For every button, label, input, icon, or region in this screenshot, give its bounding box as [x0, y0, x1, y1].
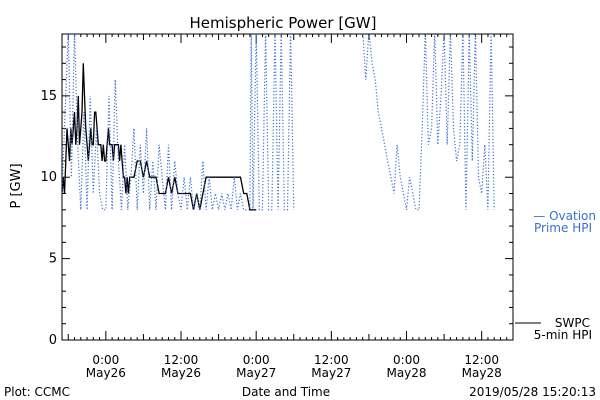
x-tick-date-label: May28	[462, 366, 502, 380]
x-tick-time-label: 12:00	[464, 353, 499, 367]
y-tick-label: 5	[49, 252, 57, 267]
x-tick-time-label: 0:00	[92, 353, 119, 367]
x-axis: 0:00May2612:00May260:00May2712:00May270:…	[61, 34, 514, 380]
series-ovation-line	[362, 34, 495, 211]
y-axis: 0 5 10 15	[40, 46, 513, 348]
series-ovation-line	[62, 34, 295, 211]
x-tick-time-label: 0:00	[393, 353, 420, 367]
x-tick-date-label: May26	[86, 366, 126, 380]
x-tick-time-label: 0:00	[243, 353, 270, 367]
y-tick-label: 10	[40, 170, 57, 185]
x-tick-date-label: May27	[311, 366, 351, 380]
footer-plot-source: Plot: CCMC	[4, 385, 70, 399]
x-tick-date-label: May28	[386, 366, 426, 380]
footer-x-axis-title: Date and Time	[242, 385, 330, 399]
footer-timestamp: 2019/05/28 15:20:13	[469, 385, 596, 399]
x-tick-time-label: 12:00	[314, 353, 349, 367]
x-tick-time-label: 12:00	[164, 353, 199, 367]
y-axis-label: P [GW]	[9, 163, 24, 208]
series-layer	[62, 34, 495, 211]
x-tick-date-label: May27	[236, 366, 276, 380]
y-tick-label: 15	[40, 89, 57, 104]
series-swpc-line	[62, 63, 257, 211]
legend-swpc-line2: 5-min HPI	[534, 328, 592, 342]
legend-ovation-line2: Prime HPI	[534, 221, 592, 235]
y-tick-label: 0	[49, 333, 57, 348]
legend-swpc-line1: SWPC	[555, 316, 590, 330]
x-tick-date-label: May26	[161, 366, 201, 380]
legend-ovation-line1: — Ovation	[533, 209, 596, 223]
chart-title: Hemispheric Power [GW]	[190, 14, 377, 32]
